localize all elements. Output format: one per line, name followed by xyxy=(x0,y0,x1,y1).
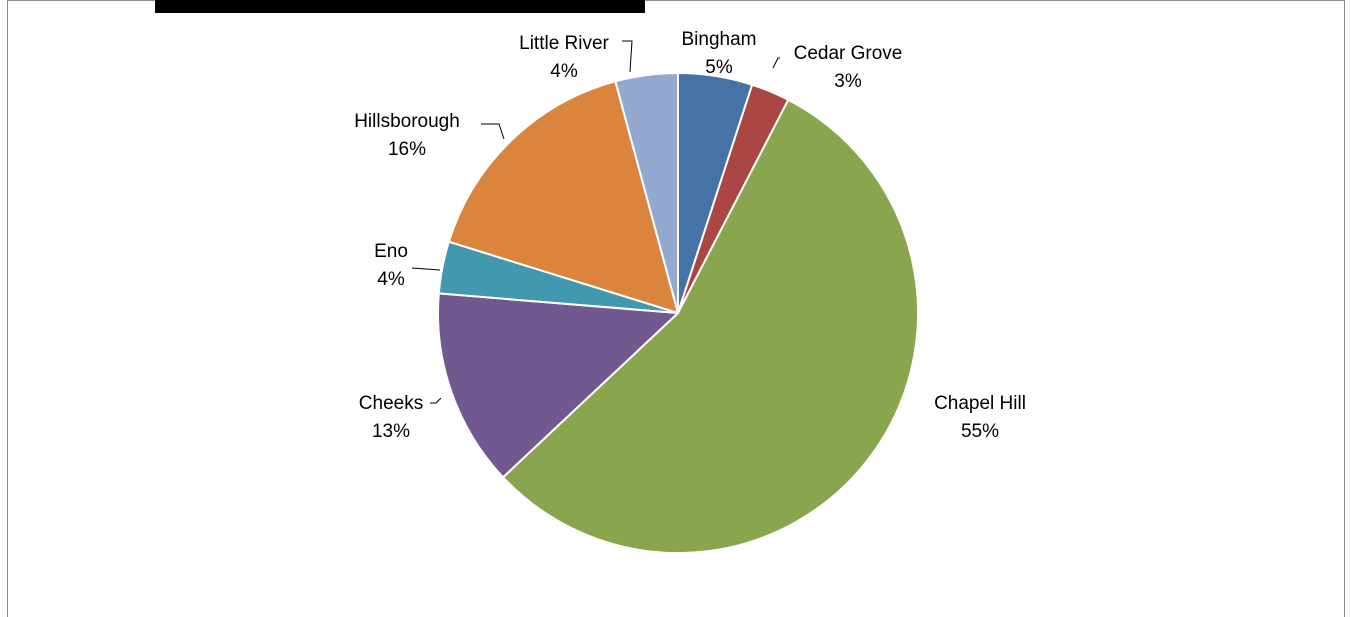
slice-label-name-eno: Eno xyxy=(374,241,408,262)
slice-label-percent-cheeks: 13% xyxy=(372,421,410,442)
slice-label-name-cedar-grove: Cedar Grove xyxy=(794,43,903,64)
data-labels: Bingham 5% Cedar Grove 3% Chapel Hill 55% Chee… xyxy=(354,29,1026,442)
slice-label-percent-cedar-grove: 3% xyxy=(834,71,862,92)
slice-label-percent-chapel-hill: 55% xyxy=(961,421,999,442)
title-bar xyxy=(155,0,645,13)
leader-line-hillsborough xyxy=(481,123,505,140)
slice-label-name-hillsborough: Hillsborough xyxy=(354,111,460,132)
slice-label-percent-hillsborough: 16% xyxy=(388,139,426,160)
slice-label-name-bingham: Bingham xyxy=(682,29,757,50)
leader-lines xyxy=(411,40,780,404)
leader-line-little-river xyxy=(622,40,633,73)
pie-slices xyxy=(437,72,919,554)
leader-line-eno xyxy=(411,267,441,271)
slice-label-percent-bingham: 5% xyxy=(705,57,733,78)
slice-label-percent-little-river: 4% xyxy=(550,61,578,82)
leader-line-cheeks xyxy=(430,397,442,404)
pie-slice-chapel-hill xyxy=(502,98,919,554)
slice-label-name-little-river: Little River xyxy=(519,33,609,54)
pie-slice-little-river xyxy=(614,72,679,314)
pie-slice-hillsborough xyxy=(447,80,679,314)
slice-label-name-cheeks: Cheeks xyxy=(359,393,423,414)
slice-label-name-chapel-hill: Chapel Hill xyxy=(934,393,1026,414)
pie-slice-cheeks xyxy=(437,292,679,479)
slice-label-percent-eno: 4% xyxy=(377,269,405,290)
leader-line-cedar-grove xyxy=(772,57,780,69)
